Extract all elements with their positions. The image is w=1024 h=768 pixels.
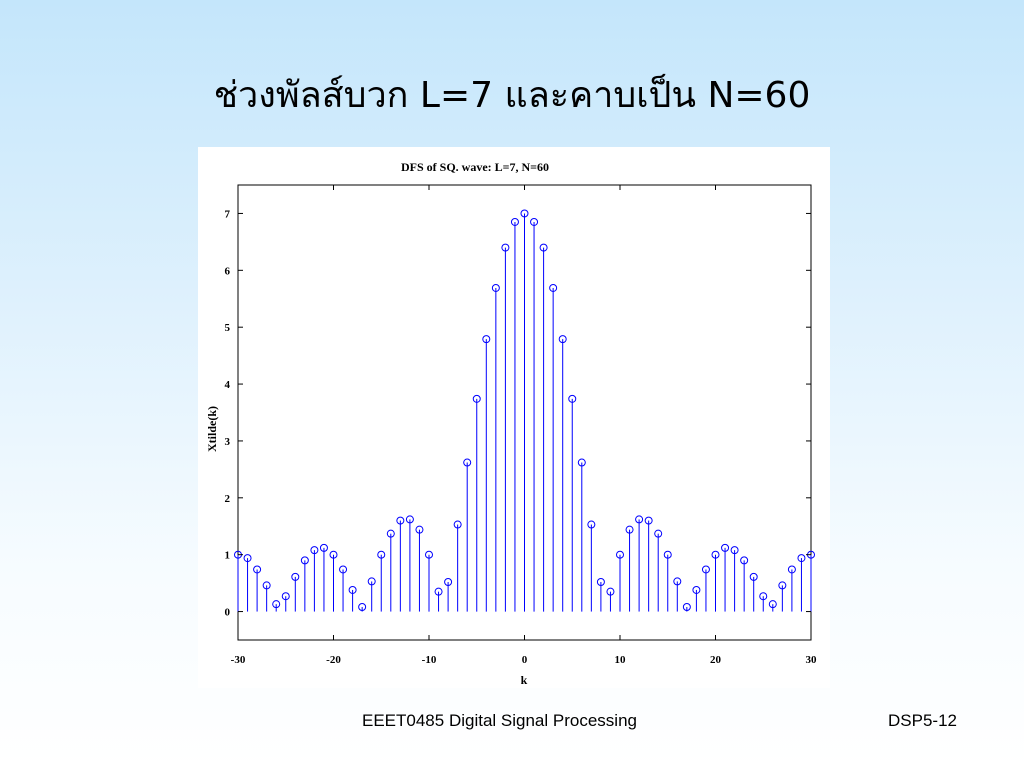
footer-slide-number: DSP5-12: [888, 711, 957, 730]
stem-marker: [339, 565, 348, 574]
stem-marker: [510, 217, 519, 226]
stem-marker: [405, 515, 414, 524]
stem-marker: [262, 581, 271, 590]
stem-marker: [463, 458, 472, 467]
y-tick-label: 3: [225, 436, 231, 448]
y-tick-label: 7: [225, 208, 231, 220]
stem-marker: [644, 516, 653, 525]
stem-marker: [749, 572, 758, 581]
stem-marker: [501, 243, 510, 252]
x-tick-label: -30: [231, 654, 246, 666]
stem-marker: [558, 335, 567, 344]
stem-marker: [386, 529, 395, 538]
ticks-layer: -30 -20 -10 0 10 20 30 0 1 2 3 4 5 6 7: [225, 185, 818, 666]
x-axis-label: k: [521, 673, 528, 687]
stem-marker: [530, 217, 539, 226]
stem-marker: [701, 565, 710, 574]
y-axis-label: Xtilde(k): [205, 406, 219, 452]
dfs-stem-chart: DFS of SQ. wave: L=7, N=60 -30 -20 -10 0 10 2…: [205, 160, 818, 687]
stems-layer: [234, 209, 815, 612]
stem-marker: [281, 592, 290, 601]
stem-marker: [692, 585, 701, 594]
y-tick-label: 5: [225, 322, 231, 334]
stem-marker: [787, 565, 796, 574]
stem-marker: [635, 515, 644, 524]
footer-course-name: EEET0485 Digital Signal Processing: [362, 711, 637, 730]
stem-marker: [721, 543, 730, 552]
stem-marker: [310, 546, 319, 555]
stem-marker: [797, 554, 806, 563]
stem-marker: [253, 565, 262, 574]
x-tick-label: 30: [806, 654, 818, 666]
stem-marker: [596, 577, 605, 586]
stem-marker: [768, 600, 777, 609]
chart-title: DFS of SQ. wave: L=7, N=60: [401, 160, 549, 174]
stem-marker: [759, 592, 768, 601]
x-tick-label: 0: [522, 654, 528, 666]
stem-marker: [568, 394, 577, 403]
y-tick-label: 1: [225, 550, 231, 562]
x-tick-label: 20: [710, 654, 722, 666]
stem-marker: [272, 600, 281, 609]
stem-marker: [453, 520, 462, 529]
x-tick-label: -10: [422, 654, 437, 666]
stem-marker: [472, 394, 481, 403]
stem-marker: [367, 577, 376, 586]
stem-marker: [520, 209, 529, 218]
stem-marker: [415, 525, 424, 534]
stem-marker: [587, 520, 596, 529]
y-tick-label: 4: [225, 379, 231, 391]
stem-marker: [577, 458, 586, 467]
slide-title: ช่วงพัลส์บวก L=7 และคาบเป็น N=60: [213, 75, 811, 116]
stem-marker: [549, 283, 558, 292]
stem-marker: [482, 335, 491, 344]
stem-marker: [377, 550, 386, 559]
stem-marker: [291, 572, 300, 581]
stem-marker: [711, 550, 720, 559]
stem-marker: [539, 243, 548, 252]
y-tick-label: 6: [225, 265, 231, 277]
stem-marker: [329, 550, 338, 559]
x-tick-label: -20: [326, 654, 341, 666]
stem-marker: [616, 550, 624, 559]
stem-marker: [663, 550, 672, 559]
stem-marker: [778, 581, 787, 590]
y-tick-label: 2: [225, 493, 231, 505]
stem-marker: [654, 529, 663, 538]
stem-marker: [625, 525, 634, 534]
stem-marker: [682, 603, 691, 612]
stem-marker: [606, 587, 615, 596]
stem-marker: [243, 554, 252, 563]
stem-marker: [491, 283, 500, 292]
stem-marker: [425, 550, 433, 559]
stem-marker: [396, 516, 405, 525]
stem-marker: [348, 585, 357, 594]
stem-marker: [319, 543, 328, 552]
y-tick-label: 0: [225, 607, 231, 619]
stem-marker: [434, 587, 443, 596]
stem-marker: [673, 577, 682, 586]
stem-marker: [444, 577, 453, 586]
stem-marker: [358, 603, 367, 612]
figure-panel: DFS of SQ. wave: L=7, N=60 -30 -20 -10 0 10 2…: [198, 147, 830, 688]
x-tick-label: 10: [615, 654, 627, 666]
stem-marker: [300, 556, 309, 565]
stem-marker: [740, 556, 749, 565]
stem-marker: [730, 546, 739, 555]
